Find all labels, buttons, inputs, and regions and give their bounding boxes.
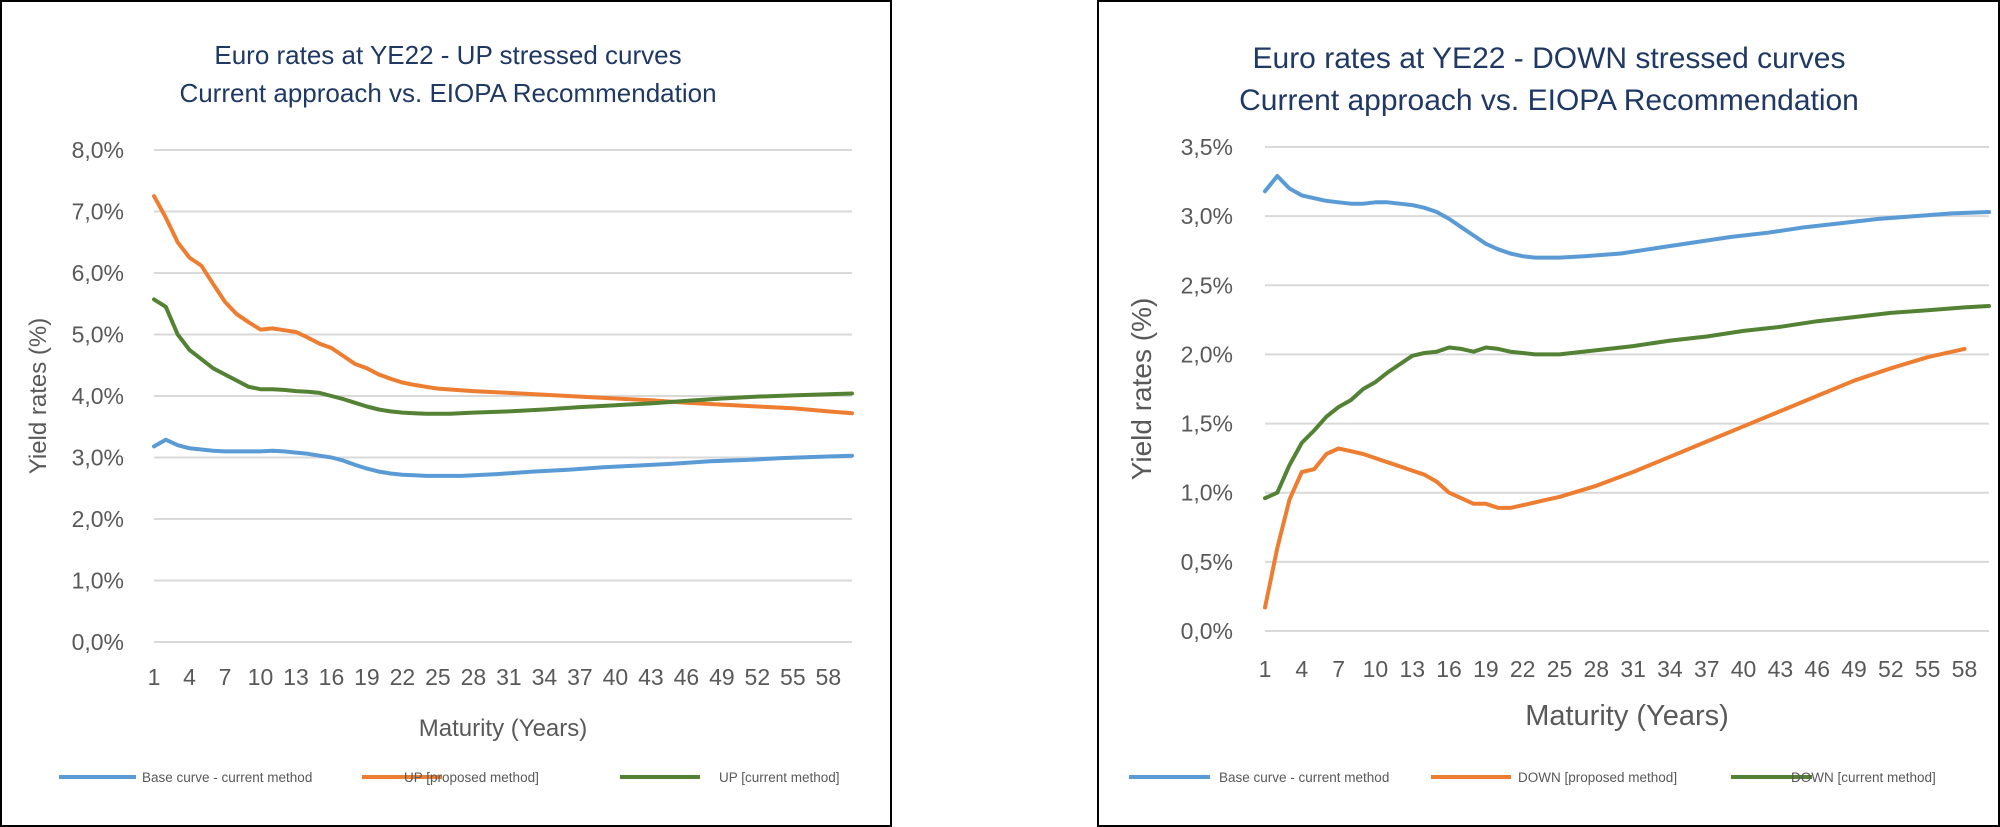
x-tick-label: 55	[780, 664, 806, 690]
x-tick-label: 31	[496, 664, 522, 690]
x-tick-label: 7	[219, 664, 232, 690]
x-tick-label: 55	[1915, 656, 1941, 682]
y-tick-label: 4,0%	[72, 383, 124, 409]
x-tick-label: 58	[1952, 656, 1978, 682]
x-tick-label: 46	[674, 664, 700, 690]
x-tick-label: 16	[1436, 656, 1462, 682]
x-tick-label: 10	[1363, 656, 1389, 682]
x-tick-label: 22	[1510, 656, 1536, 682]
legend-label-current: DOWN [current method]	[1791, 770, 1936, 785]
chart-title-line1: Euro rates at YE22 - DOWN stressed curve…	[1253, 42, 1846, 75]
chart-panel-down: Euro rates at YE22 - DOWN stressed curve…	[1097, 0, 2000, 827]
legend-label-proposed: UP [proposed method]	[404, 770, 539, 785]
y-tick-label: 6,0%	[72, 260, 124, 286]
x-tick-label: 22	[390, 664, 416, 690]
chart-title-line2: Current approach vs. EIOPA Recommendatio…	[179, 78, 716, 108]
legend-label-base: Base curve - current method	[142, 770, 312, 785]
x-tick-label: 4	[183, 664, 196, 690]
x-tick-label: 40	[1731, 656, 1757, 682]
y-tick-label: 2,5%	[1181, 272, 1233, 298]
y-tick-label: 3,0%	[72, 445, 124, 471]
x-tick-label: 19	[354, 664, 380, 690]
x-tick-label: 58	[816, 664, 842, 690]
x-axis-title: Maturity (Years)	[419, 715, 588, 742]
x-tick-label: 43	[1768, 656, 1794, 682]
y-tick-label: 3,5%	[1181, 134, 1233, 160]
x-tick-label: 40	[603, 664, 629, 690]
legend-label-proposed: DOWN [proposed method]	[1518, 770, 1677, 785]
y-tick-label: 1,0%	[1181, 480, 1233, 506]
chart-up-svg: Euro rates at YE22 - UP stressed curves C…	[25, 40, 854, 785]
x-tick-label: 52	[1878, 656, 1904, 682]
x-tick-label: 31	[1620, 656, 1646, 682]
x-tick-label: 28	[461, 664, 487, 690]
y-tick-label: 1,5%	[1181, 411, 1233, 437]
chart-title-line2: Current approach vs. EIOPA Recommendatio…	[1239, 84, 1859, 117]
chart-down-svg: Euro rates at YE22 - DOWN stressed curve…	[1126, 42, 1991, 785]
x-tick-label: 4	[1295, 656, 1308, 682]
chart-title-line1: Euro rates at YE22 - UP stressed curves	[214, 40, 681, 70]
down-series-line-proposed	[1263, 346, 1967, 610]
x-tick-label: 37	[1694, 656, 1720, 682]
y-tick-label: 8,0%	[72, 137, 124, 163]
y-axis-title: Yield rates (%)	[25, 318, 52, 475]
x-tick-label: 52	[745, 664, 771, 690]
x-tick-label: 28	[1584, 656, 1610, 682]
y-tick-label: 3,0%	[1181, 203, 1233, 229]
y-tick-label: 0,5%	[1181, 549, 1233, 575]
x-tick-label: 43	[638, 664, 664, 690]
x-tick-label: 1	[1259, 656, 1272, 682]
up-series-line-base	[152, 437, 854, 478]
y-tick-label: 1,0%	[72, 568, 124, 594]
x-tick-label: 25	[425, 664, 451, 690]
legend-label-current: UP [current method]	[719, 770, 840, 785]
x-tick-label: 49	[709, 664, 735, 690]
x-tick-label: 34	[1657, 656, 1683, 682]
y-tick-label: 7,0%	[72, 199, 124, 225]
legend-label-base: Base curve - current method	[1219, 770, 1389, 785]
x-tick-label: 10	[248, 664, 274, 690]
x-tick-label: 49	[1841, 656, 1867, 682]
up-series-line-proposed	[152, 194, 854, 416]
y-tick-label: 0,0%	[72, 629, 124, 655]
x-tick-label: 7	[1332, 656, 1345, 682]
x-tick-label: 25	[1547, 656, 1573, 682]
x-tick-label: 13	[283, 664, 309, 690]
x-tick-label: 37	[567, 664, 593, 690]
x-tick-label: 13	[1399, 656, 1425, 682]
down-series-line-current	[1263, 304, 1991, 501]
x-tick-label: 19	[1473, 656, 1499, 682]
y-tick-label: 2,0%	[1181, 341, 1233, 367]
x-tick-label: 34	[532, 664, 558, 690]
x-tick-label: 46	[1804, 656, 1830, 682]
y-axis-title: Yield rates (%)	[1126, 298, 1157, 481]
x-tick-label: 16	[319, 664, 345, 690]
y-tick-label: 0,0%	[1181, 618, 1233, 644]
down-series-line-base	[1263, 174, 1991, 260]
up-series-line-current	[152, 297, 854, 416]
chart-panel-up: Euro rates at YE22 - UP stressed curves C…	[0, 0, 892, 827]
x-tick-label: 1	[148, 664, 161, 690]
x-axis-title: Maturity (Years)	[1525, 700, 1729, 732]
y-tick-label: 2,0%	[72, 506, 124, 532]
y-tick-label: 5,0%	[72, 322, 124, 348]
